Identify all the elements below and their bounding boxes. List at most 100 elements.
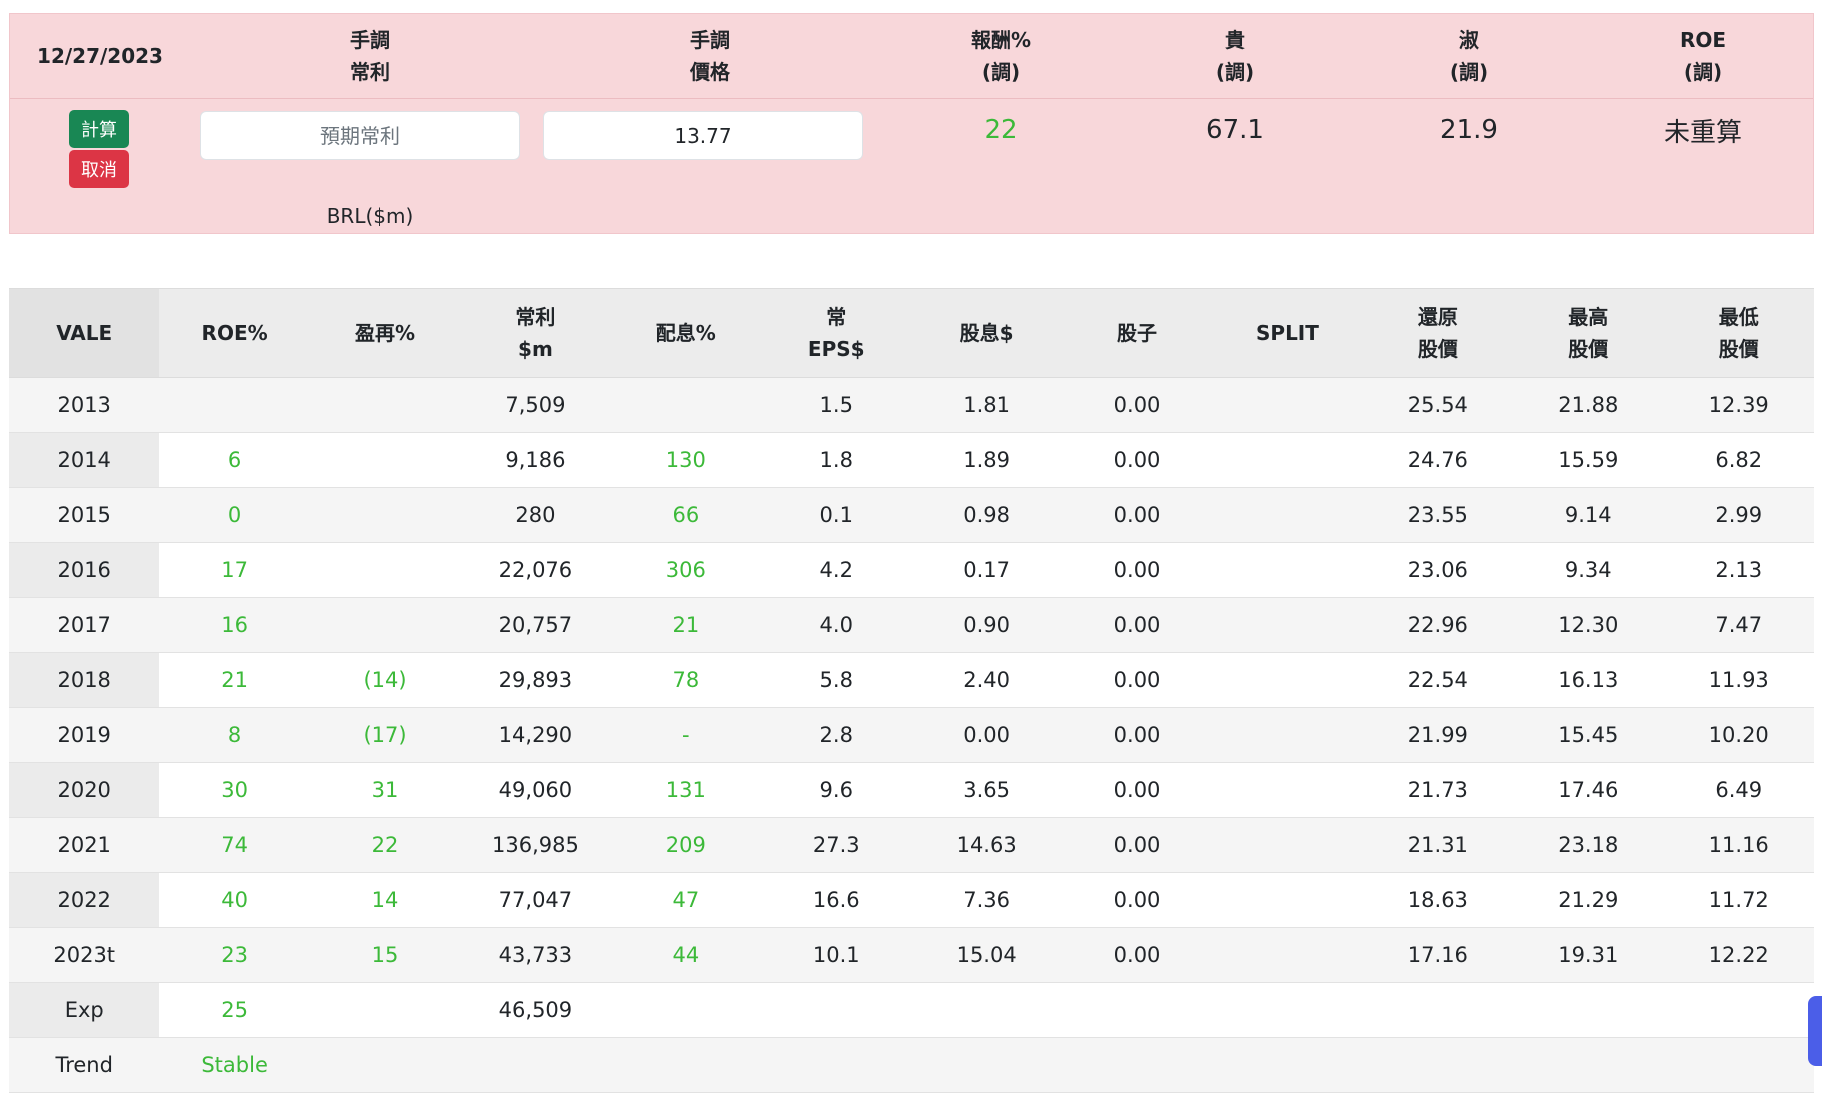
cell-low: 2.13 bbox=[1663, 542, 1814, 598]
cell-split bbox=[1212, 872, 1363, 928]
cell-high: 9.34 bbox=[1513, 542, 1664, 598]
cell-payout: 78 bbox=[610, 652, 762, 708]
column-header-line1: ROE% bbox=[201, 321, 268, 345]
table-row: 2020 30 31 49,060 131 9.6 3.65 0.00 21.73 17.46 6.… bbox=[9, 762, 1814, 818]
cell-stock-div: 0.00 bbox=[1061, 487, 1213, 543]
cell-stock-div: 0.00 bbox=[1061, 597, 1213, 653]
roe-status-value: 未重算 bbox=[1663, 117, 1742, 148]
cell-profit: 136,985 bbox=[460, 817, 611, 873]
side-scroll-tab[interactable] bbox=[1808, 996, 1822, 1066]
header-roe: ROE (調) bbox=[1586, 14, 1820, 98]
cell-low: 6.49 bbox=[1663, 762, 1814, 818]
table-row: Exp 25 46,509 bbox=[9, 982, 1814, 1038]
cancel-button[interactable]: 取消 bbox=[69, 150, 129, 188]
cell-split bbox=[1212, 597, 1363, 653]
manual-price-input[interactable] bbox=[543, 111, 863, 160]
cell-high: 21.29 bbox=[1513, 872, 1664, 928]
cell-stock-div: 0.00 bbox=[1061, 707, 1213, 763]
cell-eps bbox=[761, 982, 912, 1038]
cell-roe: 21 bbox=[159, 652, 310, 708]
header-line: (調) bbox=[1449, 60, 1489, 84]
cell-high: 17.46 bbox=[1513, 762, 1664, 818]
cell-reinvest: 14 bbox=[309, 872, 461, 928]
cell-roe: Stable bbox=[159, 1037, 310, 1093]
cell-payout: 130 bbox=[610, 432, 762, 488]
cell-profit: 9,186 bbox=[460, 432, 611, 488]
cell-stock-div: 0.00 bbox=[1061, 762, 1213, 818]
cell-low bbox=[1663, 1037, 1814, 1093]
cell-high: 15.59 bbox=[1513, 432, 1664, 488]
calculate-button[interactable]: 計算 bbox=[69, 110, 129, 148]
cell-roe: 74 bbox=[159, 817, 310, 873]
column-header: 最低 股價 bbox=[1663, 288, 1814, 378]
cell-stock-div bbox=[1061, 1037, 1213, 1093]
cell-reinvest bbox=[309, 542, 461, 598]
cell-eps: 27.3 bbox=[761, 817, 912, 873]
cell-dividend: 0.00 bbox=[911, 707, 1062, 763]
cell-profit: 280 bbox=[460, 487, 611, 543]
cell-profit: 46,509 bbox=[460, 982, 611, 1038]
cell-stock-div bbox=[1061, 982, 1213, 1038]
cell-roe: 23 bbox=[159, 927, 310, 983]
column-header: SPLIT bbox=[1212, 288, 1363, 378]
header-fair: 淑 (調) bbox=[1352, 14, 1586, 98]
header-line: 手調 bbox=[690, 28, 730, 52]
cell-eps: 4.2 bbox=[761, 542, 912, 598]
header-line: (調) bbox=[1215, 60, 1255, 84]
cell-split bbox=[1212, 762, 1363, 818]
cell-adj-price: 22.54 bbox=[1362, 652, 1514, 708]
table-body: 2013 7,509 1.5 1.81 0.00 25.54 21.88 12.39 2014 6… bbox=[9, 377, 1814, 1093]
cell-year: 2018 bbox=[9, 652, 160, 708]
cell-payout: - bbox=[610, 707, 762, 763]
column-header-line1: 常 bbox=[826, 305, 847, 329]
cell-high: 16.13 bbox=[1513, 652, 1664, 708]
adjust-header: 12/27/2023 手調 常利 手調 價格 報酬% (調) 貴 (調) 淑 (… bbox=[10, 14, 1813, 99]
cell-year: 2023t bbox=[9, 927, 160, 983]
cell-low: 10.20 bbox=[1663, 707, 1814, 763]
cell-high bbox=[1513, 982, 1664, 1038]
cell-reinvest bbox=[309, 487, 461, 543]
cell-low: 12.39 bbox=[1663, 377, 1814, 433]
table-row: 2014 6 9,186 130 1.8 1.89 0.00 24.76 15.59 6.82 bbox=[9, 432, 1814, 488]
cell-adj-price: 25.54 bbox=[1362, 377, 1514, 433]
cell-dividend: 0.17 bbox=[911, 542, 1062, 598]
column-header-line1: 還原 bbox=[1417, 305, 1458, 329]
cell-profit: 49,060 bbox=[460, 762, 611, 818]
cell-split bbox=[1212, 982, 1363, 1038]
adjust-date: 12/27/2023 bbox=[10, 14, 190, 98]
cell-split bbox=[1212, 652, 1363, 708]
cell-dividend: 1.81 bbox=[911, 377, 1062, 433]
expensive-price-value: 67.1 bbox=[1206, 115, 1264, 145]
cell-year: 2014 bbox=[9, 432, 160, 488]
financial-table: VALE ROE% 盈再% 常利 $m 配息% 常 EPS$ 股息$ 股子 SPLIT 還原 股價 最高股… bbox=[9, 288, 1814, 1093]
cell-year: 2017 bbox=[9, 597, 160, 653]
table-row: 2021 74 22 136,985 209 27.3 14.63 0.00 21.31 23.1… bbox=[9, 817, 1814, 873]
expected-profit-input[interactable] bbox=[200, 111, 520, 160]
table-row: 2017 16 20,757 21 4.0 0.90 0.00 22.96 12.30 7.47 bbox=[9, 597, 1814, 653]
cell-adj-price: 21.99 bbox=[1362, 707, 1514, 763]
cell-roe: 16 bbox=[159, 597, 310, 653]
column-header-line2: $m bbox=[518, 337, 553, 361]
cell-year: 2015 bbox=[9, 487, 160, 543]
table-row: Trend Stable bbox=[9, 1037, 1814, 1093]
cell-adj-price: 22.96 bbox=[1362, 597, 1514, 653]
cell-adj-price: 23.06 bbox=[1362, 542, 1514, 598]
column-header: 配息% bbox=[610, 288, 762, 378]
cell-reinvest bbox=[309, 1037, 461, 1093]
header-line: ROE bbox=[1679, 28, 1727, 52]
column-header: VALE bbox=[9, 288, 160, 378]
cell-split bbox=[1212, 487, 1363, 543]
cell-dividend: 14.63 bbox=[911, 817, 1062, 873]
header-line: (調) bbox=[1683, 60, 1723, 84]
cell-eps: 2.8 bbox=[761, 707, 912, 763]
cell-roe: 40 bbox=[159, 872, 310, 928]
column-header-line1: 股子 bbox=[1117, 321, 1158, 345]
cell-reinvest bbox=[309, 597, 461, 653]
table-row: 2013 7,509 1.5 1.81 0.00 25.54 21.88 12.39 bbox=[9, 377, 1814, 433]
header-line: 報酬% bbox=[970, 28, 1032, 52]
cell-stock-div: 0.00 bbox=[1061, 927, 1213, 983]
cell-stock-div: 0.00 bbox=[1061, 542, 1213, 598]
table-row: 2019 8 (17) 14,290-2.8 0.00 0.00 21.99 15.45 10.… bbox=[9, 707, 1814, 763]
header-line: 手調 bbox=[350, 28, 390, 52]
cell-eps: 16.6 bbox=[761, 872, 912, 928]
